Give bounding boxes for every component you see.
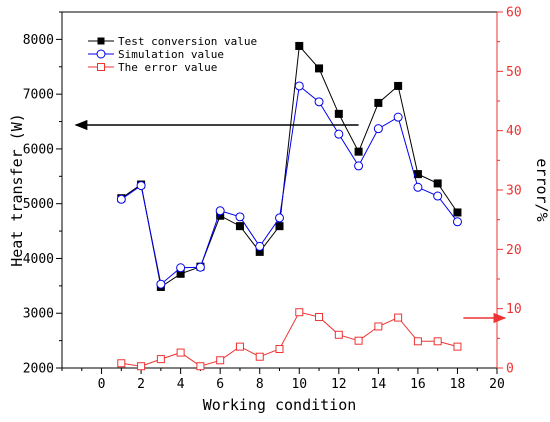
x-tick-label: 18 <box>450 377 466 392</box>
x-axis-title: Working condition <box>203 396 357 414</box>
legend-item: Test conversion value <box>88 35 257 48</box>
error-point <box>255 352 264 361</box>
y-right-tick-label: 30 <box>506 184 522 199</box>
error-point <box>315 312 324 321</box>
x-tick-label: 16 <box>410 377 426 392</box>
y-left-tick-label: 5000 <box>23 197 54 212</box>
legend-label: Simulation value <box>118 48 224 61</box>
simulation-point <box>314 97 324 107</box>
error-point <box>354 336 363 345</box>
y-right-tick-label: 60 <box>506 6 522 21</box>
simulation-point <box>334 129 344 139</box>
simulation-point <box>275 213 284 223</box>
error-point <box>453 342 462 351</box>
simulation-point <box>354 161 364 171</box>
y-axis-left: 2000 3000 4000 5000 6000 7000 8000 <box>23 11 62 377</box>
simulation-point <box>433 191 443 201</box>
error-point <box>137 362 146 371</box>
legend-item: The error value <box>88 61 217 74</box>
y-right-tick-label: 50 <box>506 65 522 80</box>
y-axis-right-title: error/% <box>533 158 550 221</box>
x-axis: 0 2 4 6 8 10 12 14 16 18 20 <box>61 368 505 392</box>
y-left-tick-label: 2000 <box>23 362 54 377</box>
x-tick-label: 12 <box>331 377 347 392</box>
error-point <box>433 337 442 346</box>
y-right-tick-label: 0 <box>506 362 514 377</box>
error-point <box>156 355 165 364</box>
x-tick-label: 6 <box>216 377 224 392</box>
y-left-tick-label: 6000 <box>23 142 54 157</box>
simulation-point <box>116 194 126 204</box>
y-axis-left-title: Heat transfer (W) <box>8 113 26 267</box>
simulation-point <box>215 206 225 216</box>
annotation-layer <box>74 119 507 324</box>
error-point <box>275 345 284 354</box>
x-tick-label: 10 <box>291 377 307 392</box>
test-conversion-point <box>334 109 343 118</box>
legend-label: Test conversion value <box>118 35 257 48</box>
simulation-point <box>235 212 245 222</box>
error-point <box>394 313 403 322</box>
simulation-point <box>136 181 146 191</box>
simulation-series <box>116 81 462 289</box>
simulation-point <box>294 81 304 91</box>
simulation-series-line <box>121 84 458 286</box>
test-conversion-series <box>117 41 462 291</box>
y-left-tick-label: 7000 <box>23 88 54 103</box>
simulation-point <box>195 262 205 272</box>
legend-marker <box>97 37 105 45</box>
test-conversion-point <box>374 98 383 107</box>
test-conversion-point <box>235 222 244 231</box>
simulation-point <box>393 112 403 122</box>
y-axis-right: 0 10 20 30 40 50 60 <box>497 6 522 377</box>
test-conversion-point <box>394 81 403 90</box>
error-series-line <box>121 311 458 367</box>
y-right-tick-label: 10 <box>506 302 522 317</box>
legend-marker <box>96 49 106 59</box>
error-point <box>334 330 343 339</box>
x-tick-label: 20 <box>489 377 505 392</box>
error-point <box>216 356 225 365</box>
simulation-point <box>452 217 462 227</box>
x-tick-label: 2 <box>137 377 145 392</box>
legend-marker <box>97 63 105 71</box>
error-series <box>117 308 462 371</box>
legend-label: The error value <box>118 61 217 74</box>
error-point <box>413 337 422 346</box>
error-point <box>235 342 244 351</box>
test-conversion-series-line <box>121 44 458 288</box>
simulation-point <box>413 182 423 192</box>
legend-item: Simulation value <box>88 48 224 61</box>
error-point <box>374 322 383 331</box>
test-conversion-point <box>315 64 324 73</box>
y-right-tick-label: 20 <box>506 243 522 258</box>
simulation-point <box>255 241 265 251</box>
error-point <box>176 348 185 357</box>
test-conversion-point <box>453 208 462 217</box>
simulation-point <box>373 124 383 134</box>
x-tick-label: 4 <box>177 377 185 392</box>
error-point <box>196 362 205 371</box>
test-conversion-point <box>354 147 363 156</box>
x-tick-label: 0 <box>98 377 106 392</box>
test-conversion-point <box>413 170 422 179</box>
y-left-tick-label: 8000 <box>23 33 54 48</box>
error-point <box>295 308 304 317</box>
x-tick-label: 14 <box>371 377 387 392</box>
simulation-point <box>176 263 186 273</box>
test-conversion-point <box>433 179 442 188</box>
y-left-tick-label: 3000 <box>23 307 54 322</box>
error-point <box>117 359 126 368</box>
y-left-tick-label: 4000 <box>23 252 54 267</box>
test-conversion-point <box>295 41 304 50</box>
test-conversion-point <box>275 222 284 231</box>
y-right-tick-label: 40 <box>506 124 522 139</box>
simulation-point <box>156 279 166 289</box>
series-layer <box>116 41 462 371</box>
x-tick-label: 8 <box>256 377 264 392</box>
